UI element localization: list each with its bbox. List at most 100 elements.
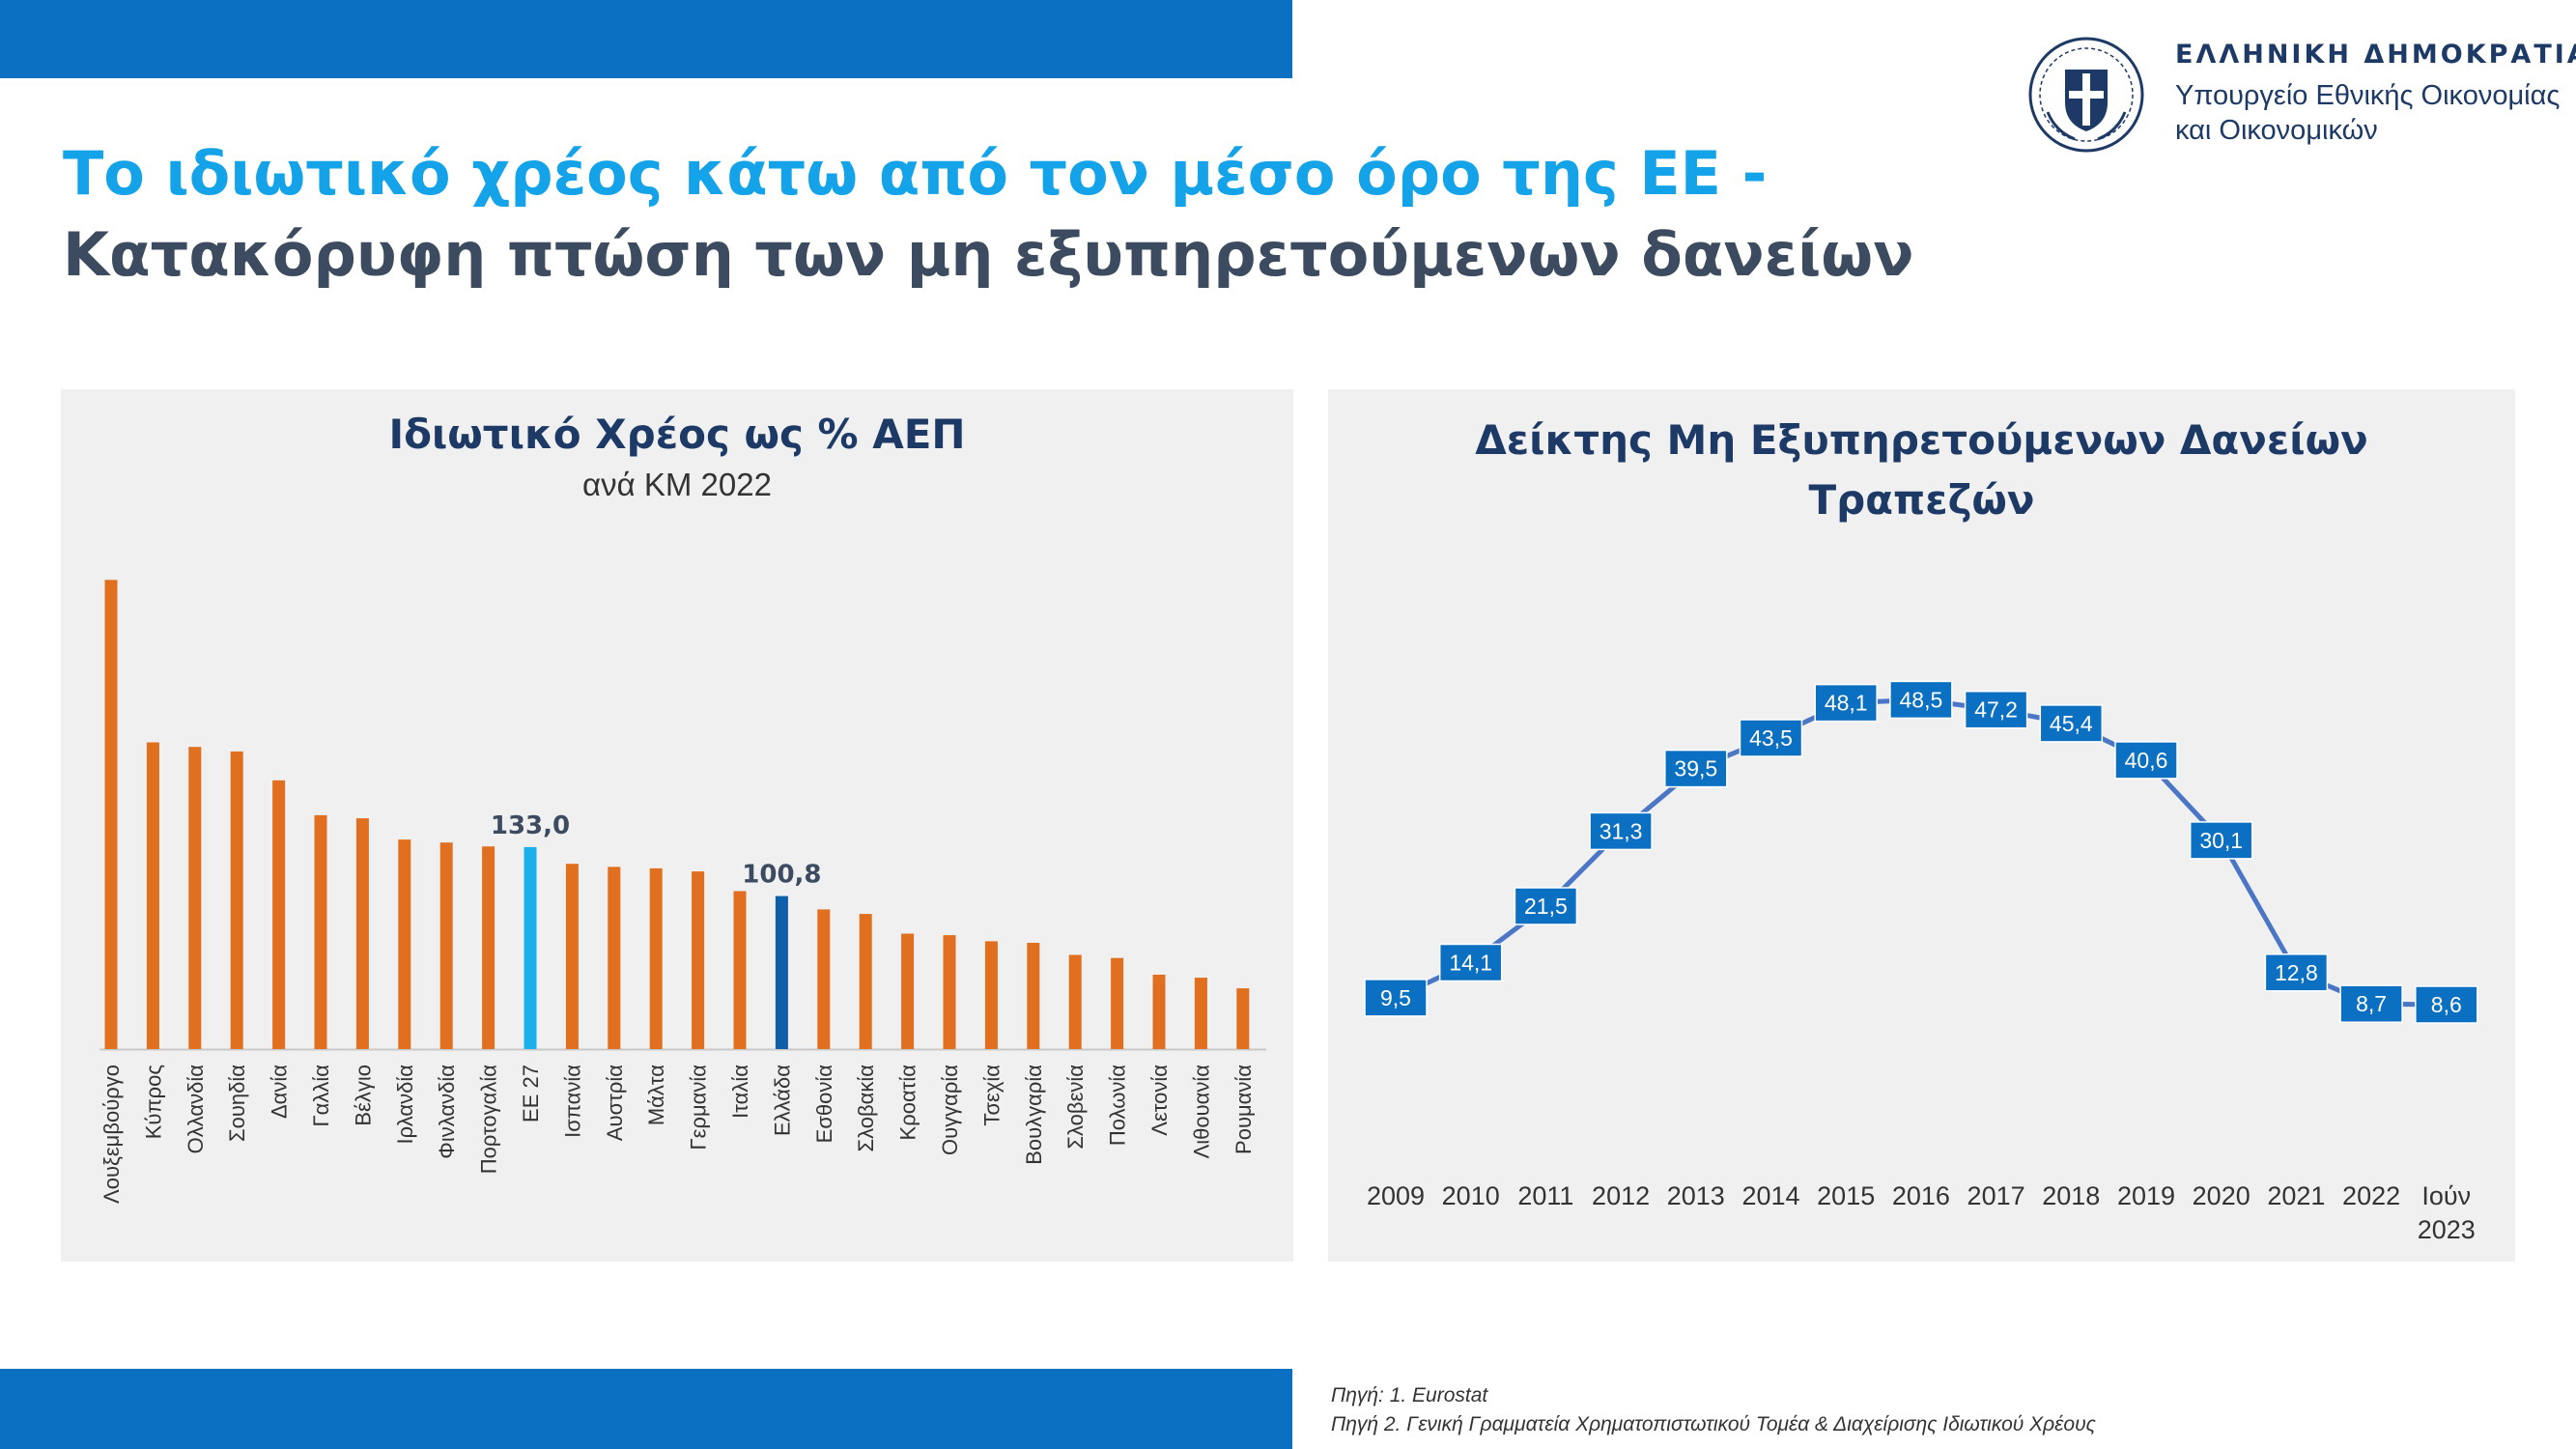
data-label-ιούν-2023: 8,6 [2431, 992, 2462, 1017]
x-tick-label-2011: 2011 [1517, 1181, 1573, 1210]
npl-line-chart: 9,5 14,1 21,5 31,3 39,5 43,5 48,1 48,5 47,2 45,4 4… [1364, 680, 2478, 1244]
bar-ελλάδα [775, 895, 788, 1049]
bar-βουλγαρία [1027, 943, 1040, 1049]
category-label-λουξεμβούργο: Λουξεμβούργο [99, 1065, 124, 1204]
category-label-εε-27: ΕΕ 27 [519, 1065, 543, 1122]
data-label-2018: 45,4 [2050, 711, 2093, 736]
bar-αυστρία [608, 867, 621, 1049]
x-tick-label-2022: 2022 [2342, 1181, 2400, 1210]
bar-βέλγιο [355, 818, 369, 1049]
category-label-σλοβακία: Σλοβακία [854, 1065, 878, 1152]
ministry-name-line-2: και Οικονομικών [2175, 115, 2378, 146]
x-tick-label-2018: 2018 [2042, 1181, 2100, 1210]
category-label-κροατία: Κροατία [896, 1065, 920, 1141]
data-label-box-ιούν-2023 [2415, 985, 2478, 1024]
category-label-λετονία: Λετονία [1147, 1065, 1172, 1136]
bar-λιθουανία [1194, 978, 1207, 1049]
bar-δανία [272, 780, 286, 1049]
data-label-box-2020 [2189, 821, 2253, 860]
ministry-name: Υπουργείο Εθνικής Οικονομίας και Οικονομ… [2175, 78, 2560, 148]
bar-μάλτα [649, 867, 663, 1049]
category-label-τσεχία: Τσεχία [979, 1065, 1004, 1126]
bar-κροατία [901, 933, 915, 1049]
data-label-2011: 21,5 [1524, 894, 1568, 919]
ministry-logo: ΕΛΛΗΝΙΚΗ ΔΗΜΟΚΡΑΤΙΑ Υπουργείο Εθνικής Οι… [2026, 35, 2576, 153]
data-label-box-2011 [1514, 887, 1578, 925]
ministry-name-line-1: Υπουργείο Εθνικής Οικονομίας [2175, 80, 2561, 111]
private-debt-chart-subtitle: ανά ΚΜ 2022 [582, 467, 772, 502]
bar-λετονία [1152, 975, 1166, 1049]
data-label-2012: 31,3 [1599, 818, 1643, 843]
category-label-μάλτα: Μάλτα [644, 1065, 668, 1125]
x-tick-label-2021: 2021 [2267, 1181, 2325, 1210]
category-label-ιταλία: Ιταλία [728, 1065, 752, 1119]
category-label-βέλγιο: Βέλγιο [351, 1065, 375, 1126]
x-tick-label-2014: 2014 [1741, 1181, 1799, 1210]
data-label-box-2022 [2339, 984, 2403, 1023]
bar-γερμανία [692, 871, 705, 1049]
category-label-δανία: Δανία [268, 1065, 292, 1119]
data-label-box-2014 [1739, 719, 1803, 757]
headline-line-1: Το ιδιωτικό χρέος κάτω από τον μέσο όρο … [63, 138, 1768, 209]
top-accent-bar [0, 0, 1292, 78]
data-label-2021: 12,8 [2275, 960, 2318, 985]
bottom-accent-bar [0, 1369, 1292, 1449]
bar-ιταλία [733, 891, 747, 1049]
bar-ουγγαρία [943, 935, 956, 1049]
npl-chart-panel: Δείκτης Μη Εξυπηρετούμενων Δανείων Τραπε… [1328, 389, 2515, 1262]
category-label-λιθουανία: Λιθουανία [1189, 1065, 1213, 1159]
bar-ολλανδία [188, 747, 202, 1049]
data-label-2009: 9,5 [1380, 985, 1411, 1010]
category-label-ολλανδία: Ολλανδία [184, 1065, 208, 1154]
category-label-σλοβενία: Σλοβενία [1063, 1065, 1088, 1150]
bar-φινλανδία [439, 842, 453, 1049]
category-label-φινλανδία: Φινλανδία [435, 1065, 459, 1159]
data-label-box-2019 [2114, 741, 2178, 780]
data-label-box-2018 [2039, 704, 2104, 743]
category-label-ιρλανδία: Ιρλανδία [393, 1065, 417, 1145]
data-label-2014: 43,5 [1749, 725, 1793, 751]
data-label-2016: 48,5 [1900, 687, 1943, 712]
bar-κύπρος [146, 742, 159, 1049]
private-debt-bar-chart: Λουξεμβούργο Κύπρος Ολλανδία Σουηδία Δανία Γα… [99, 580, 1266, 1204]
bar-τσεχία [984, 941, 998, 1049]
category-label-αυστρία: Αυστρία [603, 1065, 627, 1141]
category-label-πορτογαλία: Πορτογαλία [477, 1065, 501, 1175]
greek-coat-of-arms-icon [2028, 37, 2144, 153]
data-label-box-2010 [1438, 943, 1503, 982]
category-label-πολωνία: Πολωνία [1106, 1065, 1130, 1146]
data-label-2020: 30,1 [2199, 828, 2243, 853]
bar-λουξεμβούργο [104, 580, 118, 1049]
data-label-ελλάδα: 100,8 [742, 861, 821, 890]
data-label-box-2009 [1364, 979, 1428, 1017]
headline-line-2: Κατακόρυφη πτώση των μη εξυπηρετούμενων … [63, 219, 1914, 290]
x-tick-label-2010: 2010 [1442, 1181, 1500, 1210]
x-tick-label-ιούν-2023-0: Ιούν [2421, 1181, 2471, 1210]
data-label-2010: 14,1 [1449, 951, 1492, 976]
source-line-1: Πηγή: 1. Eurostat [1331, 1384, 1488, 1406]
bar-ιρλανδία [398, 839, 411, 1049]
x-tick-label-2009: 2009 [1367, 1181, 1425, 1210]
category-label-ρουμανία: Ρουμανία [1231, 1065, 1256, 1154]
x-tick-label-2012: 2012 [1592, 1181, 1650, 1210]
x-tick-label-2013: 2013 [1667, 1181, 1725, 1210]
bar-πολωνία [1111, 957, 1124, 1049]
x-tick-label-2016: 2016 [1892, 1181, 1950, 1210]
bar-σουηδία [230, 751, 243, 1049]
republic-label: ΕΛΛΗΝΙΚΗ ΔΗΜΟΚΡΑΤΙΑ [2175, 40, 2576, 70]
category-label-σουηδία: Σουηδία [225, 1065, 249, 1142]
private-debt-chart-panel: Ιδιωτικό Χρέος ως % ΑΕΠ ανά ΚΜ 2022 Λουξ… [61, 389, 1293, 1262]
category-label-κύπρος: Κύπρος [141, 1065, 165, 1139]
category-label-γερμανία: Γερμανία [687, 1065, 711, 1151]
data-label-2013: 39,5 [1674, 756, 1717, 781]
data-label-box-2017 [1964, 690, 2028, 729]
data-label-2022: 8,7 [2356, 991, 2387, 1016]
data-label-2015: 48,1 [1825, 691, 1868, 716]
bar-γαλλία [314, 814, 327, 1049]
npl-chart-title-line-1: Δείκτης Μη Εξυπηρετούμενων Δανείων [1475, 416, 2368, 464]
category-label-ελλάδα: Ελλάδα [770, 1065, 794, 1136]
bar-πορτογαλία [482, 846, 495, 1049]
npl-chart-title-line-2: Τραπεζών [1808, 476, 2035, 524]
data-label-εε-27: 133,0 [491, 811, 570, 840]
category-label-εσθονία: Εσθονία [812, 1065, 836, 1144]
